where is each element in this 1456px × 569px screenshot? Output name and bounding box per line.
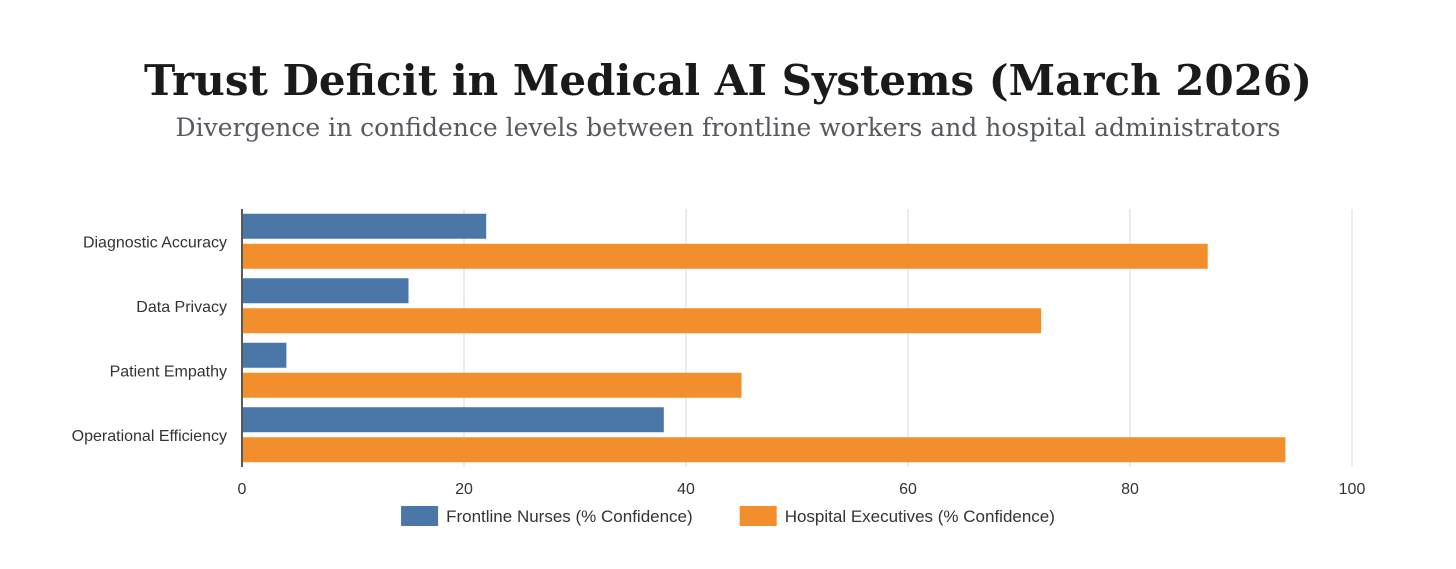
- bars: [243, 213, 1286, 463]
- legend-label-1: Hospital Executives (% Confidence): [785, 507, 1055, 526]
- bar-executives-0: [243, 243, 1208, 269]
- bar-nurses-0: [243, 213, 487, 239]
- legend-swatch-0: [401, 506, 439, 526]
- bar-nurses-3: [243, 407, 664, 433]
- y-tick-label: Patient Empathy: [110, 363, 227, 380]
- y-tick-label: Data Privacy: [136, 299, 227, 316]
- x-tick-labels: 0 20 40 60 80 100: [238, 481, 1366, 498]
- y-tick-labels: Diagnostic Accuracy Data Privacy Patient E…: [72, 234, 227, 445]
- x-tick-label: 100: [1339, 481, 1366, 498]
- bar-nurses-2: [243, 342, 287, 368]
- x-tick-label: 40: [677, 481, 695, 498]
- x-tick-label: 60: [899, 481, 917, 498]
- x-tick-label: 20: [455, 481, 473, 498]
- x-tick-label: 80: [1121, 481, 1139, 498]
- y-tick-label: Diagnostic Accuracy: [83, 234, 227, 251]
- bar-executives-3: [243, 437, 1286, 463]
- bar-executives-1: [243, 308, 1042, 334]
- legend: Frontline Nurses (% Confidence) Hospital …: [401, 506, 1055, 526]
- chart-subtitle: Divergence in confidence levels between …: [176, 113, 1281, 142]
- legend-swatch-1: [739, 506, 777, 526]
- y-tick-label: Operational Efficiency: [72, 428, 227, 445]
- legend-label-0: Frontline Nurses (% Confidence): [446, 507, 693, 526]
- chart-title: Trust Deficit in Medical AI Systems (Mar…: [144, 56, 1312, 105]
- bar-nurses-1: [243, 278, 409, 304]
- bar-executives-2: [243, 372, 742, 398]
- x-tick-label: 0: [238, 481, 247, 498]
